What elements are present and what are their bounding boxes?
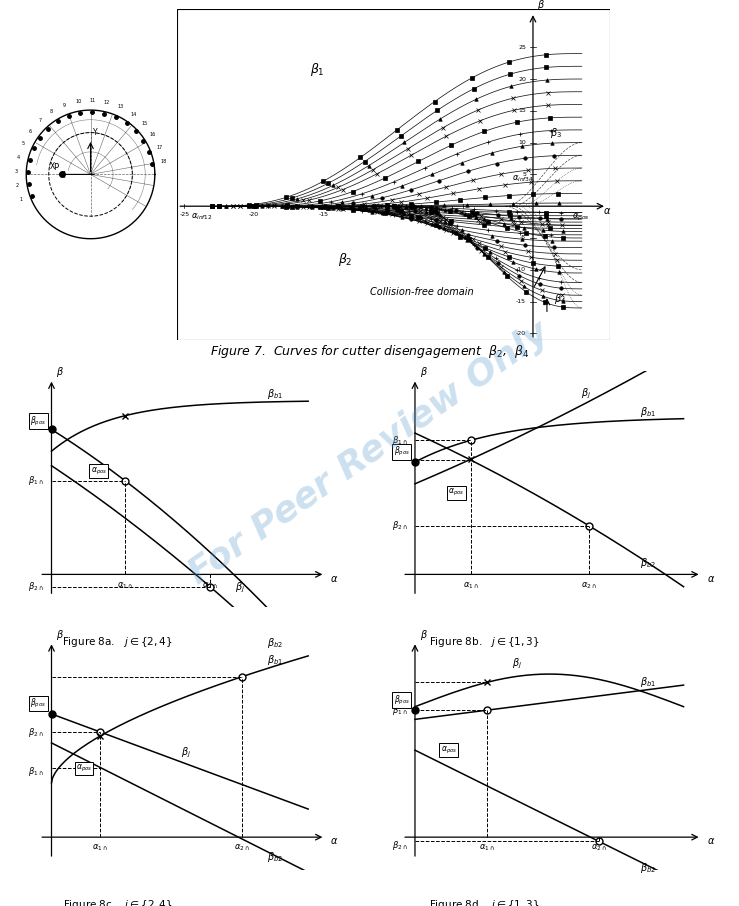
Text: -10: -10	[516, 267, 526, 273]
Text: $\alpha_{1\cap}$: $\alpha_{1\cap}$	[92, 843, 109, 853]
Text: $\alpha_{2\cap}$: $\alpha_{2\cap}$	[591, 843, 607, 853]
Text: $\beta_{pos}$: $\beta_{pos}$	[394, 694, 410, 707]
Text: $\alpha_{pos}$: $\alpha_{pos}$	[449, 487, 465, 498]
Text: $\alpha$: $\alpha$	[706, 836, 715, 846]
Text: $\beta_{b2}$: $\beta_{b2}$	[267, 636, 283, 650]
Text: $\beta_{pos}$: $\beta_{pos}$	[30, 698, 47, 710]
Text: $\alpha_{2\cap}$: $\alpha_{2\cap}$	[202, 580, 218, 591]
Text: 15: 15	[141, 121, 147, 126]
Text: $\alpha$: $\alpha$	[330, 573, 338, 583]
Text: 4: 4	[17, 155, 20, 159]
Text: -15: -15	[319, 212, 329, 217]
Text: 16: 16	[150, 132, 156, 138]
Text: 17: 17	[157, 145, 163, 150]
Text: $\alpha$: $\alpha$	[706, 573, 715, 583]
Text: -5: -5	[460, 212, 466, 217]
Text: $\beta_{b1}$: $\beta_{b1}$	[640, 675, 656, 689]
Text: -10: -10	[389, 212, 398, 217]
Text: Collision-free domain: Collision-free domain	[370, 287, 473, 297]
Text: -20: -20	[249, 212, 259, 217]
Text: $\alpha_{1\cap}$: $\alpha_{1\cap}$	[479, 843, 494, 853]
Text: 18: 18	[160, 159, 166, 164]
Text: $\beta_{b2}$: $\beta_{b2}$	[640, 861, 656, 874]
Text: $\beta_j$: $\beta_j$	[582, 387, 591, 401]
Text: $\beta$: $\beta$	[56, 628, 64, 641]
Text: $\beta_{2\cap}$: $\beta_{2\cap}$	[392, 839, 407, 852]
Text: $\beta_{1\cap}$: $\beta_{1\cap}$	[28, 765, 44, 777]
Text: Y: Y	[93, 128, 98, 137]
Text: $\alpha_{1\cap}$: $\alpha_{1\cap}$	[117, 580, 133, 591]
Text: $\alpha_{2\cap}$: $\alpha_{2\cap}$	[234, 843, 250, 853]
Text: $\alpha_{pos}$: $\alpha_{pos}$	[76, 763, 92, 774]
Text: $\beta_{1\cap}$: $\beta_{1\cap}$	[392, 434, 407, 447]
Text: $\beta_{b1}$: $\beta_{b1}$	[640, 405, 656, 419]
Text: $\beta_{2\cap}$: $\beta_{2\cap}$	[392, 450, 407, 463]
Text: $\beta_{pos}$: $\beta_{pos}$	[394, 446, 410, 458]
Text: 10: 10	[518, 140, 526, 145]
Text: $\alpha_{2\cap}$: $\alpha_{2\cap}$	[581, 580, 597, 591]
Text: Figure 8a.   $j \in \{2,4\}$: Figure 8a. $j \in \{2,4\}$	[62, 635, 173, 650]
Text: $\alpha_{pos}$: $\alpha_{pos}$	[572, 212, 590, 224]
Text: Figure 8d.   $j \in \{1,3\}$: Figure 8d. $j \in \{1,3\}$	[429, 898, 539, 906]
Text: $\alpha_{pos}$: $\alpha_{pos}$	[91, 466, 107, 477]
Text: $\beta_{1\cap}$: $\beta_{1\cap}$	[392, 704, 407, 717]
Text: $\beta_{2\cap}$: $\beta_{2\cap}$	[28, 726, 44, 738]
Text: $\beta_{b2}$: $\beta_{b2}$	[640, 556, 656, 571]
Text: 8: 8	[50, 109, 53, 114]
Text: $\beta_j$: $\beta_j$	[235, 581, 245, 595]
Text: 12: 12	[104, 100, 110, 105]
Text: 2: 2	[16, 183, 19, 188]
Text: P: P	[53, 163, 58, 172]
Text: -5: -5	[520, 236, 526, 240]
Text: $\beta_{b1}$: $\beta_{b1}$	[267, 653, 283, 668]
Text: $\beta_{2\cap}$: $\beta_{2\cap}$	[28, 581, 44, 593]
Text: 1: 1	[19, 198, 23, 202]
Text: X: X	[50, 162, 55, 171]
Text: $\alpha_{inf34}$: $\alpha_{inf34}$	[512, 174, 534, 184]
Text: $\beta_4$: $\beta_4$	[554, 292, 566, 305]
Text: $\beta_{1\cap}$: $\beta_{1\cap}$	[28, 474, 44, 487]
Text: 25: 25	[518, 44, 526, 50]
Text: For Peer Review Only: For Peer Review Only	[183, 315, 556, 591]
Text: $\beta_{b1}$: $\beta_{b1}$	[267, 387, 283, 400]
Text: 5: 5	[21, 141, 25, 146]
Text: 11: 11	[89, 98, 96, 103]
Text: $\beta_{pos}$: $\beta_{pos}$	[30, 415, 47, 428]
Text: $\beta_1$: $\beta_1$	[310, 61, 324, 78]
Text: 9: 9	[63, 102, 66, 108]
Text: -25: -25	[180, 212, 189, 217]
Text: $\beta_j$: $\beta_j$	[181, 746, 191, 759]
Text: $\alpha$: $\alpha$	[603, 206, 611, 216]
Text: $\alpha_{inf12}$: $\alpha_{inf12}$	[191, 212, 213, 222]
Text: $\beta_2$: $\beta_2$	[338, 252, 353, 268]
Text: $\beta_{2\cap}$: $\beta_{2\cap}$	[392, 519, 407, 532]
Text: $\beta_3$: $\beta_3$	[550, 126, 562, 140]
Text: 15: 15	[518, 109, 526, 113]
Text: $\beta$: $\beta$	[420, 365, 428, 379]
Text: 10: 10	[75, 99, 81, 104]
Text: 3: 3	[15, 169, 18, 174]
Text: $\beta_{b2}$: $\beta_{b2}$	[267, 850, 283, 864]
Text: 5: 5	[522, 172, 526, 177]
Text: 6: 6	[29, 129, 33, 133]
Text: Figure 8c.   $j \in \{2,4\}$: Figure 8c. $j \in \{2,4\}$	[63, 898, 172, 906]
Text: $\beta$: $\beta$	[537, 0, 545, 13]
Text: -15: -15	[516, 299, 526, 304]
Text: $\beta$: $\beta$	[56, 365, 64, 379]
Text: $\alpha_{pos}$: $\alpha_{pos}$	[440, 745, 457, 756]
Text: -20: -20	[516, 331, 526, 336]
Text: $\beta_j$: $\beta_j$	[512, 657, 522, 671]
Text: 7: 7	[38, 118, 41, 122]
Text: $\beta$: $\beta$	[420, 628, 428, 641]
Text: 13: 13	[118, 104, 124, 110]
Text: 20: 20	[518, 76, 526, 82]
Text: $\alpha_{1\cap}$: $\alpha_{1\cap}$	[463, 580, 479, 591]
Text: $\alpha$: $\alpha$	[330, 836, 338, 846]
Text: 14: 14	[130, 111, 137, 117]
Text: Figure 7.  Curves for cutter disengagement  $\beta_2$,  $\beta_4$: Figure 7. Curves for cutter disengagemen…	[210, 343, 529, 360]
Text: Figure 8b.   $j \in \{1,3\}$: Figure 8b. $j \in \{1,3\}$	[429, 635, 539, 650]
